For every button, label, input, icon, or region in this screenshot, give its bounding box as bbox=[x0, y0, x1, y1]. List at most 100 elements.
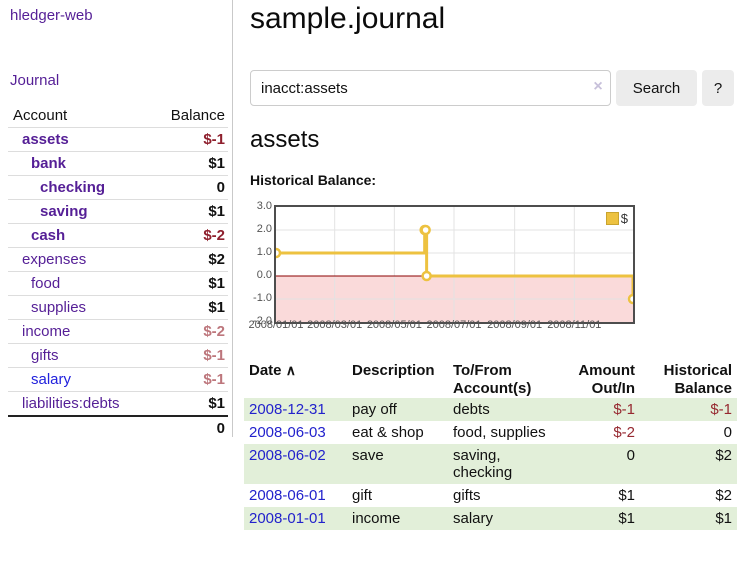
accounts-col-account: Account bbox=[8, 104, 154, 128]
transaction-description: eat & shop bbox=[352, 424, 424, 441]
app-title-link[interactable]: hledger-web bbox=[10, 7, 93, 24]
clear-search-icon[interactable]: × bbox=[593, 78, 603, 95]
register-row: 2008-01-01 income salary $1 $1 bbox=[244, 507, 737, 530]
account-link[interactable]: expenses bbox=[22, 251, 87, 268]
account-cell: supplies bbox=[8, 295, 154, 320]
account-cell: cash bbox=[8, 223, 154, 248]
account-balance: 0 bbox=[153, 175, 228, 200]
account-link[interactable]: supplies bbox=[31, 299, 87, 316]
accounts-total-balance: 0 bbox=[153, 415, 228, 440]
account-balance: $-2 bbox=[153, 223, 228, 248]
account-balance: $1 bbox=[153, 295, 228, 320]
register-row: 2008-06-01 gift gifts $1 $2 bbox=[244, 484, 737, 507]
account-link[interactable]: food bbox=[31, 275, 61, 292]
account-row: food $1 bbox=[8, 271, 228, 296]
help-button[interactable]: ? bbox=[702, 70, 734, 106]
account-cell: assets bbox=[8, 128, 153, 152]
account-link[interactable]: salary bbox=[31, 371, 72, 388]
legend-label: $ bbox=[620, 211, 628, 226]
x-axis-tick-label: 2008/01/01 bbox=[248, 319, 304, 331]
x-axis-tick-label: 2008/09/01 bbox=[487, 319, 543, 331]
data-point-marker bbox=[421, 270, 432, 282]
account-link[interactable]: saving bbox=[40, 203, 88, 220]
account-link[interactable]: assets bbox=[22, 131, 69, 148]
transaction-date-link[interactable]: 2008-12-31 bbox=[249, 401, 326, 418]
register-row: 2008-06-03 eat & shop food, supplies $-2 0 bbox=[244, 421, 737, 444]
register-col-accounts: To/From Account(s) bbox=[453, 362, 532, 397]
account-cell: gifts bbox=[8, 343, 154, 368]
y-axis-tick-label: -2.0 bbox=[253, 315, 272, 327]
chart-plot-area: $ bbox=[274, 205, 635, 324]
sort-ascending-icon: ∧ bbox=[285, 362, 296, 378]
account-cell: salary bbox=[8, 367, 154, 392]
account-link[interactable]: liabilities:debts bbox=[22, 395, 120, 412]
legend-swatch-icon bbox=[605, 212, 619, 225]
account-row: cash $-2 bbox=[8, 223, 228, 248]
account-row: assets $-1 bbox=[8, 128, 228, 152]
register-col-balance: Historical Balance bbox=[663, 362, 732, 397]
transaction-balance: 0 bbox=[723, 424, 732, 441]
accounts-total-row: 0 bbox=[8, 415, 228, 440]
y-axis-tick-label: 1.0 bbox=[256, 246, 272, 258]
data-point-marker bbox=[276, 247, 282, 259]
transaction-date-link[interactable]: 2008-06-01 bbox=[249, 487, 326, 504]
accounts-header-row: Account Balance bbox=[8, 104, 228, 128]
transaction-balance: $1 bbox=[715, 510, 732, 527]
account-row: supplies $1 bbox=[8, 295, 228, 320]
main-content: sample.journal × Search ? assets Histori… bbox=[244, 0, 742, 582]
y-axis-tick-label: 3.0 bbox=[256, 200, 272, 212]
data-point-marker bbox=[420, 224, 431, 236]
account-row: gifts $-1 bbox=[8, 343, 228, 368]
account-cell: liabilities:debts bbox=[8, 391, 154, 416]
account-cell: income bbox=[8, 319, 154, 344]
transaction-date-cell: 2008-01-01 bbox=[244, 507, 347, 530]
register-col-description: Description bbox=[352, 362, 435, 379]
account-cell: food bbox=[8, 271, 154, 296]
transaction-description: save bbox=[352, 447, 384, 464]
transaction-date-link[interactable]: 2008-06-03 bbox=[249, 424, 326, 441]
account-cell: bank bbox=[8, 151, 154, 176]
account-cell: expenses bbox=[8, 247, 154, 272]
register-col-date[interactable]: Date ∧ bbox=[244, 360, 347, 398]
register-col-amount: Amount Out/In bbox=[578, 362, 635, 397]
account-row: liabilities:debts $1 bbox=[8, 391, 228, 416]
chart-canvas bbox=[276, 207, 633, 322]
transaction-date-link[interactable]: 2008-06-02 bbox=[249, 447, 326, 464]
transaction-amount: $1 bbox=[618, 487, 635, 504]
register-table: Date ∧ Description To/From Account(s) Am… bbox=[244, 360, 737, 530]
account-link[interactable]: cash bbox=[31, 227, 66, 244]
transaction-description: pay off bbox=[352, 401, 397, 418]
balance-chart: 3.0 2.0 1.0 0.0 -1.0 -2.0 $ 2008/01/01 2008/03… bbox=[244, 195, 674, 340]
transaction-balance: $2 bbox=[715, 487, 732, 504]
account-row: checking 0 bbox=[8, 175, 228, 200]
search-button[interactable]: Search bbox=[616, 70, 697, 106]
x-axis-tick-label: 2008/05/01 bbox=[366, 319, 422, 331]
account-link[interactable]: income bbox=[22, 323, 71, 340]
account-balance: $1 bbox=[153, 199, 228, 224]
transaction-description: gift bbox=[352, 487, 373, 504]
account-balance: $2 bbox=[153, 247, 228, 272]
account-link[interactable]: checking bbox=[40, 179, 106, 196]
transaction-date-link[interactable]: 2008-01-01 bbox=[249, 510, 326, 527]
account-balance: $1 bbox=[153, 271, 228, 296]
account-link[interactable]: gifts bbox=[31, 347, 59, 364]
sidebar-item-journal[interactable]: Journal bbox=[10, 72, 60, 89]
account-heading: assets bbox=[250, 126, 320, 153]
page-title: sample.journal bbox=[250, 2, 446, 35]
chart-legend: $ bbox=[603, 210, 630, 227]
search-input[interactable] bbox=[250, 70, 611, 106]
transaction-amount: $1 bbox=[618, 510, 635, 527]
account-balance: $1 bbox=[153, 151, 228, 176]
accounts-table: Account Balance assets $-1 bank $1 checking 0… bbox=[8, 104, 228, 440]
chart-title: Historical Balance: bbox=[250, 172, 377, 188]
transaction-date-cell: 2008-06-01 bbox=[244, 484, 347, 507]
transaction-amount: $-2 bbox=[613, 424, 635, 441]
account-cell: checking bbox=[8, 175, 154, 200]
transaction-date-cell: 2008-06-03 bbox=[244, 421, 347, 444]
y-axis-tick-label: 2.0 bbox=[256, 223, 272, 235]
data-point-marker bbox=[627, 293, 633, 305]
sidebar: hledger-web Journal Account Balance asse… bbox=[0, 0, 233, 440]
account-link[interactable]: bank bbox=[31, 155, 67, 172]
transaction-balance: $2 bbox=[715, 447, 732, 464]
x-axis-tick-label: 2008/03/01 bbox=[307, 319, 363, 331]
